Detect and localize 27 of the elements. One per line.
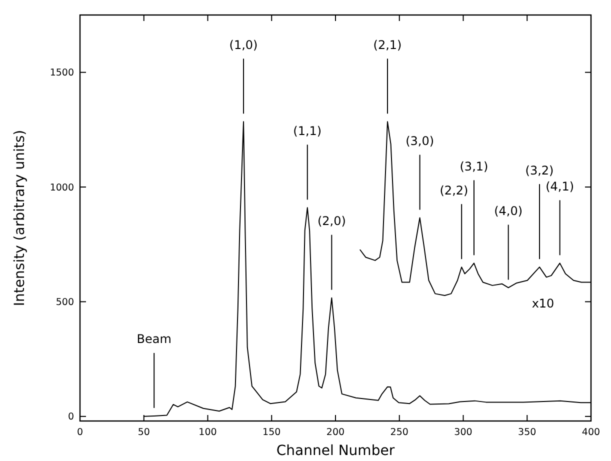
y-tick-label: 500 [56,297,74,308]
annotation: (1,0) [229,38,258,52]
x-tick-label: 200 [326,427,345,438]
x-tick-label: 400 [582,427,600,438]
x-tick-label: 250 [390,427,408,438]
annotation: (1,1) [293,124,322,138]
x-tick-label: 300 [454,427,472,438]
annotation: (3,0) [406,134,434,148]
annotation: (2,1) [373,38,402,52]
annotation: x10 [532,296,554,310]
annotation: (4,1) [546,179,574,194]
x-tick-label: 350 [518,427,536,438]
y-tick-label: 0 [68,412,74,423]
annotation: (2,0) [317,214,346,228]
annotation: (4,0) [494,204,523,218]
x-tick-label: 50 [138,427,150,438]
x-tick-label: 0 [76,427,84,438]
annotation: (3,1) [460,159,488,174]
annotation: (3,2) [525,163,554,178]
y-axis-title: Intensity (arbitrary units) [12,130,28,306]
annotation: Beam [136,332,172,346]
y-tick-label: 1000 [50,182,74,194]
annotation: (2,2) [440,183,468,198]
x-tick-label: 150 [262,427,281,438]
y-tick-label: 1500 [50,68,74,79]
x-axis-title: Channel Number [276,443,395,459]
x-tick-label: 100 [198,427,217,438]
